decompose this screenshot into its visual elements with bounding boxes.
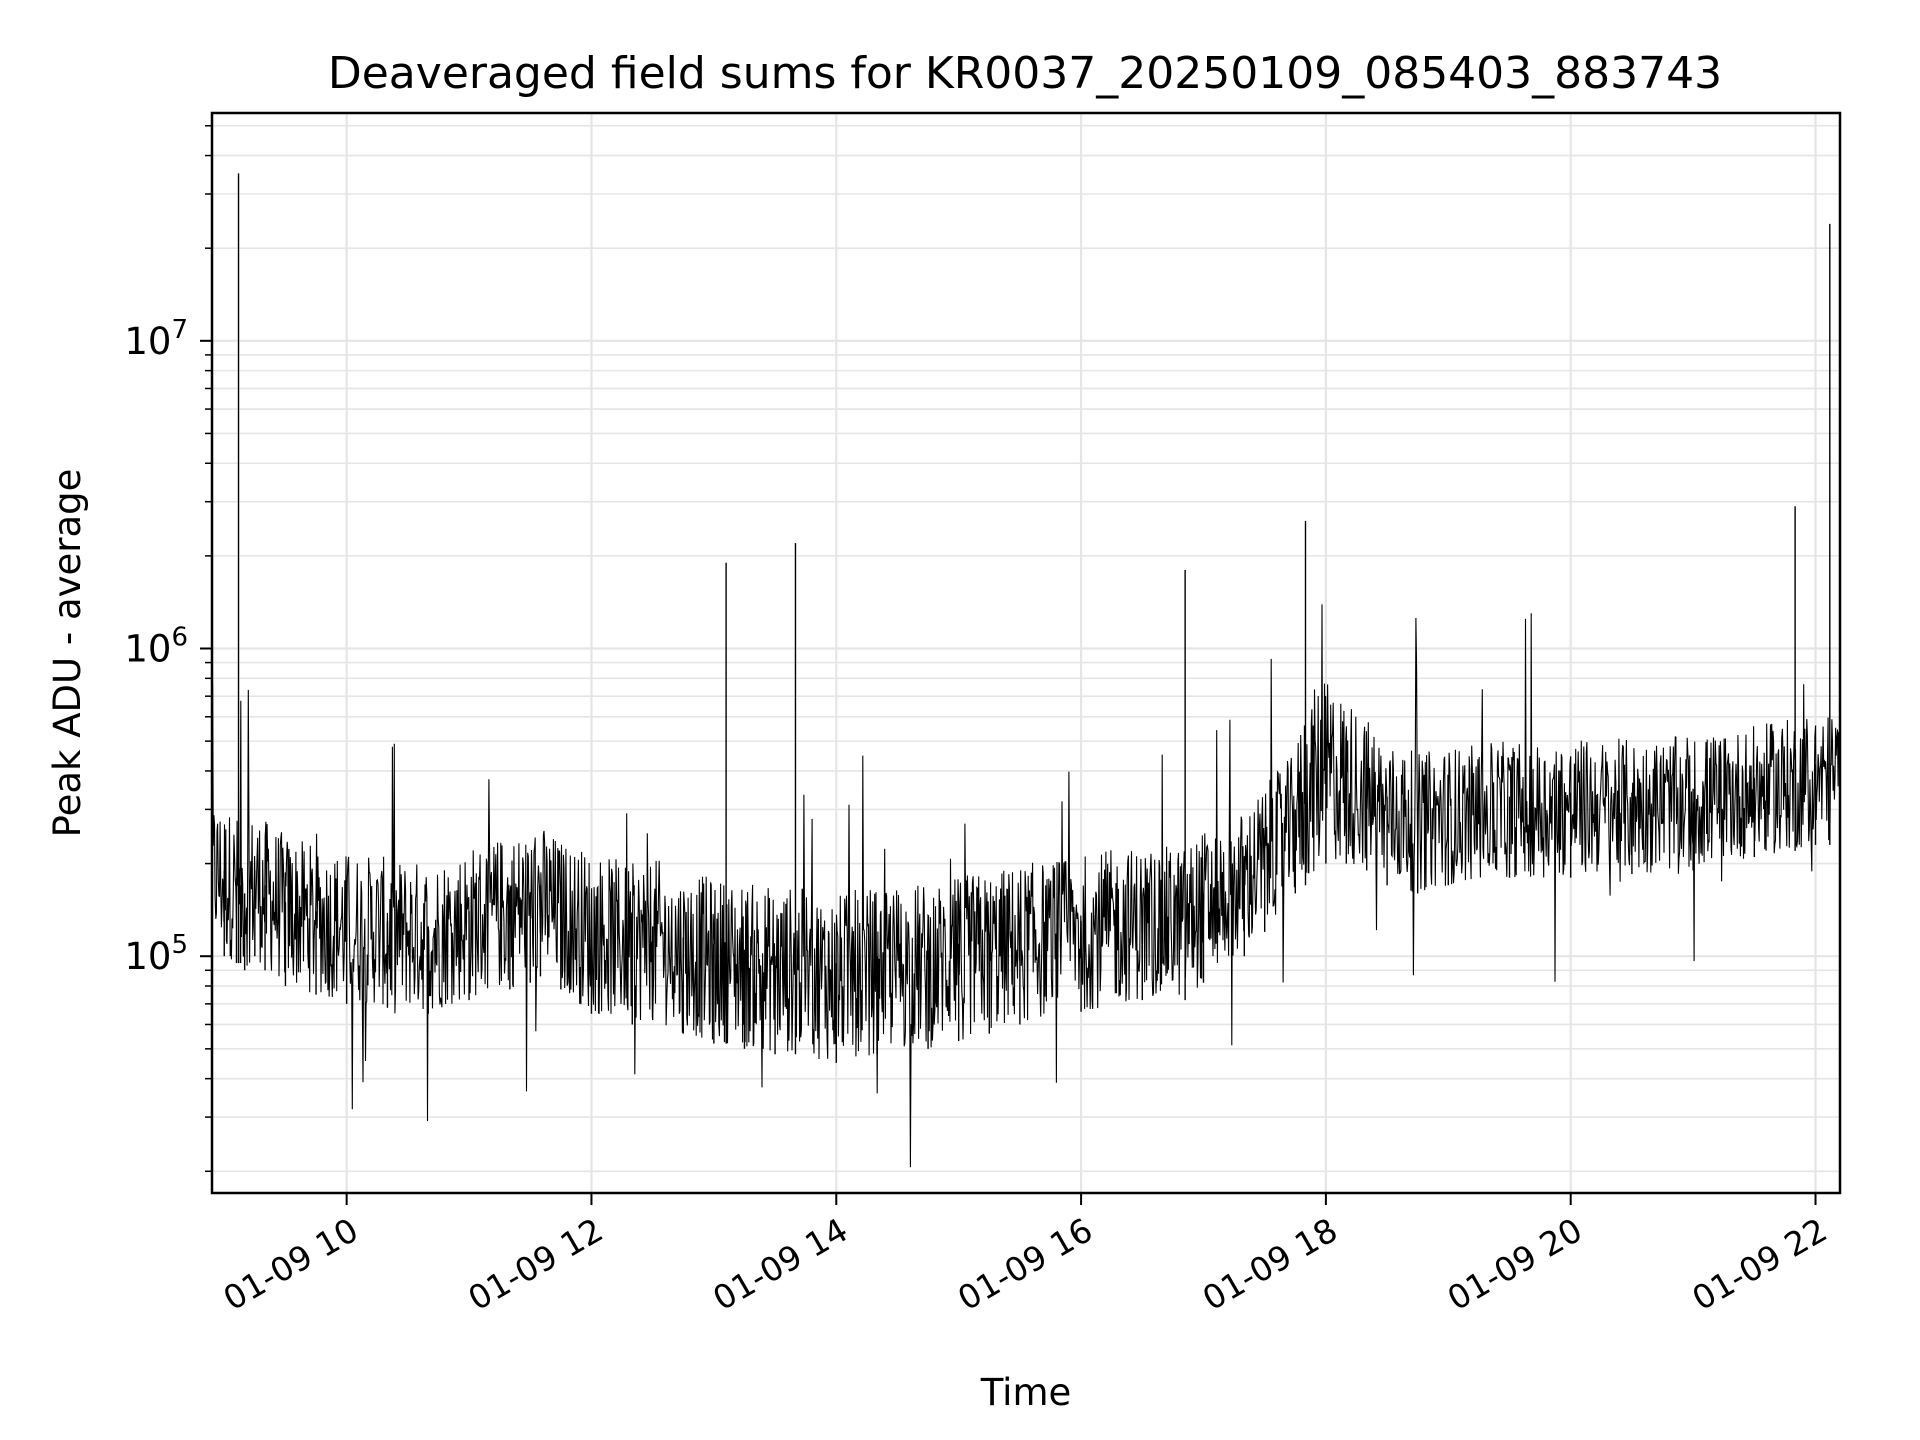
- y-tick-label: 105: [124, 930, 188, 978]
- y-axis-label: Peak ADU - average: [46, 469, 89, 838]
- series-line-trace: [211, 604, 1841, 1168]
- y-axis: 105 106 107: [124, 124, 212, 1173]
- y-tick-label: 107: [124, 315, 188, 363]
- y-tick-label: 106: [124, 623, 188, 671]
- gridlines: [212, 113, 1840, 1193]
- plot-frame: [210, 111, 1842, 1195]
- x-axis-label: Time: [980, 1371, 1072, 1414]
- chart-title: Deaveraged field sums for KR0037_2025010…: [328, 48, 1722, 99]
